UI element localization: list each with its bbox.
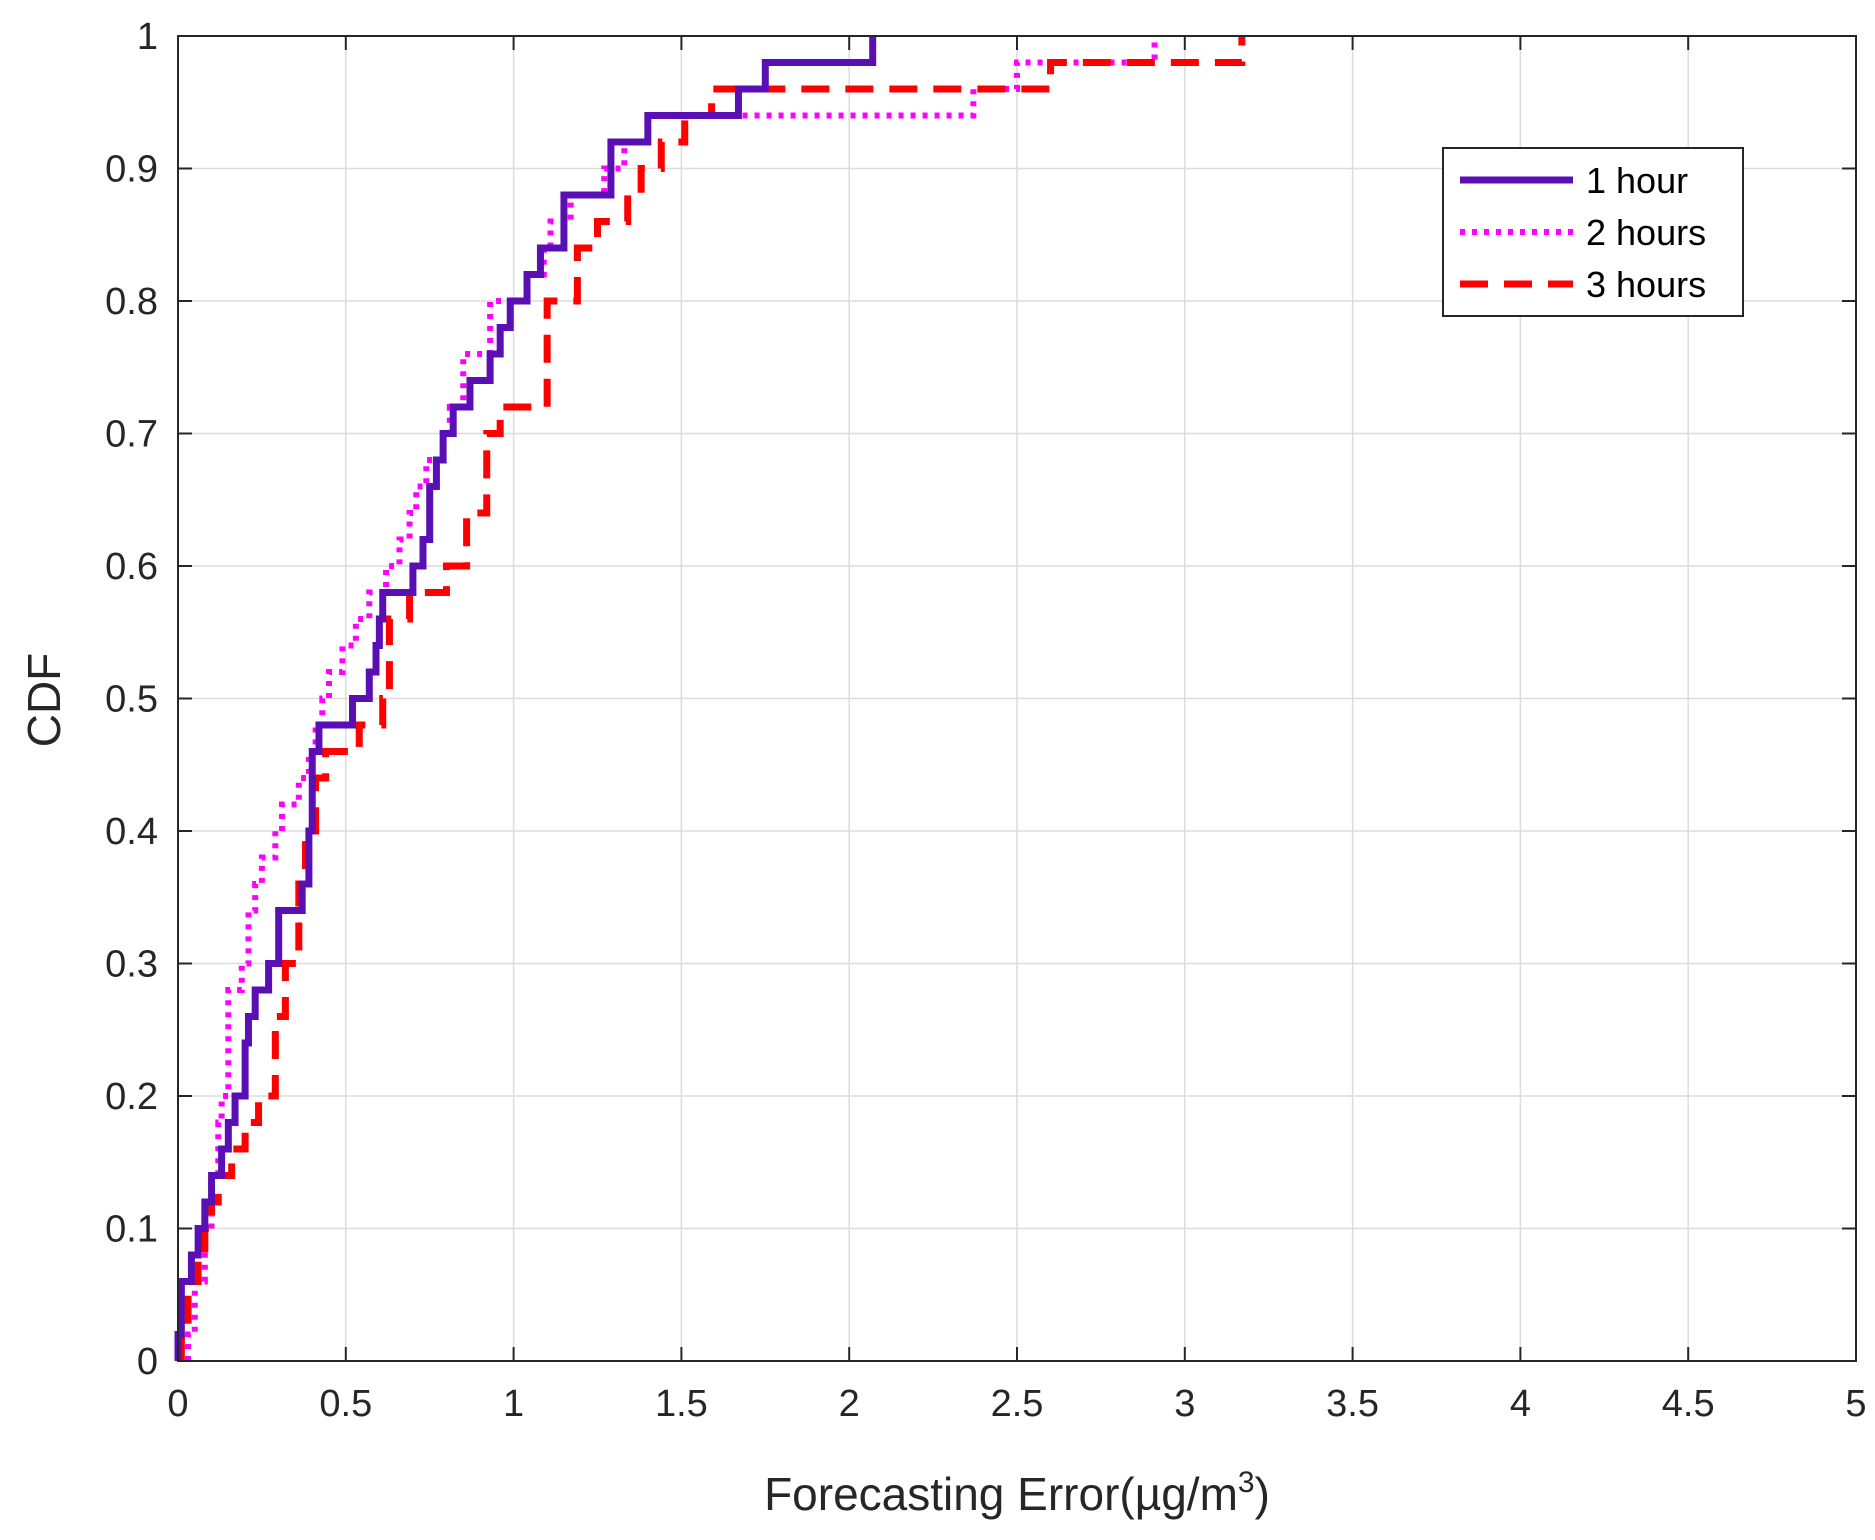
axes-frame bbox=[177, 35, 1857, 1362]
y-tick-label: 0.5 bbox=[105, 679, 158, 721]
x-tick-labels: 0 0.5 1 1.5 2 2.5 3 3.5 4 4.5 5 bbox=[167, 1383, 1866, 1425]
x-tick-label: 3 bbox=[1174, 1383, 1195, 1425]
series-line-2-hours bbox=[185, 36, 1158, 1361]
x-axis-label-main: Forecasting Error(µg/m bbox=[764, 1468, 1238, 1520]
x-tick-label: 4 bbox=[1510, 1383, 1531, 1425]
y-tick-labels: 0 0.1 0.2 0.3 0.4 0.5 0.6 0.7 0.8 0.9 1 bbox=[105, 16, 158, 1383]
x-tick-label: 3.5 bbox=[1326, 1383, 1379, 1425]
y-tick-label: 0.1 bbox=[105, 1209, 158, 1251]
x-tick-label: 0 bbox=[167, 1383, 188, 1425]
series-lines bbox=[174, 36, 1246, 1361]
y-tick-label: 1 bbox=[137, 16, 158, 58]
y-tick-label: 0.6 bbox=[105, 546, 158, 588]
x-tick-label: 5 bbox=[1845, 1383, 1866, 1425]
x-tick-label: 1 bbox=[503, 1383, 524, 1425]
y-tick-label: 0.4 bbox=[105, 811, 158, 853]
y-tick-label: 0.8 bbox=[105, 281, 158, 323]
x-tick-label: 2 bbox=[839, 1383, 860, 1425]
y-tick-label: 0.3 bbox=[105, 944, 158, 986]
y-tick-label: 0.9 bbox=[105, 149, 158, 191]
y-axis-label: CDF bbox=[18, 653, 70, 748]
series-line-1-hour bbox=[174, 36, 877, 1361]
x-axis-label-suffix: ) bbox=[1255, 1468, 1270, 1520]
legend-label-2-hours: 2 hours bbox=[1586, 212, 1706, 253]
legend-box bbox=[1442, 147, 1744, 317]
x-tick-label: 1.5 bbox=[655, 1383, 708, 1425]
x-axis-label: Forecasting Error(µg/m3) bbox=[764, 1466, 1270, 1520]
legend: 1 hour 2 hours 3 hours bbox=[1442, 147, 1744, 317]
legend-label-1-hour: 1 hour bbox=[1586, 160, 1688, 201]
y-tick-label: 0.7 bbox=[105, 414, 158, 456]
x-tick-label: 0.5 bbox=[319, 1383, 372, 1425]
legend-label-3-hours: 3 hours bbox=[1586, 264, 1706, 305]
y-tick-label: 0.2 bbox=[105, 1076, 158, 1118]
x-tick-label: 2.5 bbox=[991, 1383, 1044, 1425]
x-tick-label: 4.5 bbox=[1662, 1383, 1715, 1425]
x-axis-label-superscript: 3 bbox=[1238, 1466, 1255, 1499]
y-tick-label: 0 bbox=[137, 1341, 158, 1383]
